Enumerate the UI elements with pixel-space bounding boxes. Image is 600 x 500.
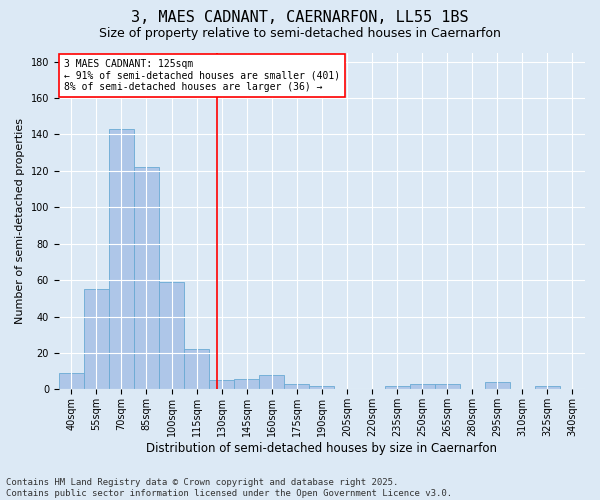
Bar — [310, 386, 334, 390]
Text: Size of property relative to semi-detached houses in Caernarfon: Size of property relative to semi-detach… — [99, 28, 501, 40]
Bar — [234, 378, 259, 390]
Bar — [284, 384, 310, 390]
Y-axis label: Number of semi-detached properties: Number of semi-detached properties — [15, 118, 25, 324]
Bar — [485, 382, 510, 390]
Bar — [184, 350, 209, 390]
Bar — [159, 282, 184, 390]
Bar — [109, 129, 134, 390]
Bar — [410, 384, 434, 390]
Text: 3, MAES CADNANT, CAERNARFON, LL55 1BS: 3, MAES CADNANT, CAERNARFON, LL55 1BS — [131, 10, 469, 25]
Bar — [209, 380, 234, 390]
Bar — [535, 386, 560, 390]
Bar — [385, 386, 410, 390]
Text: Contains HM Land Registry data © Crown copyright and database right 2025.
Contai: Contains HM Land Registry data © Crown c… — [6, 478, 452, 498]
Bar — [434, 384, 460, 390]
Bar — [134, 167, 159, 390]
X-axis label: Distribution of semi-detached houses by size in Caernarfon: Distribution of semi-detached houses by … — [146, 442, 497, 455]
Text: 3 MAES CADNANT: 125sqm
← 91% of semi-detached houses are smaller (401)
8% of sem: 3 MAES CADNANT: 125sqm ← 91% of semi-det… — [64, 59, 340, 92]
Bar — [59, 373, 84, 390]
Bar — [84, 290, 109, 390]
Bar — [259, 375, 284, 390]
